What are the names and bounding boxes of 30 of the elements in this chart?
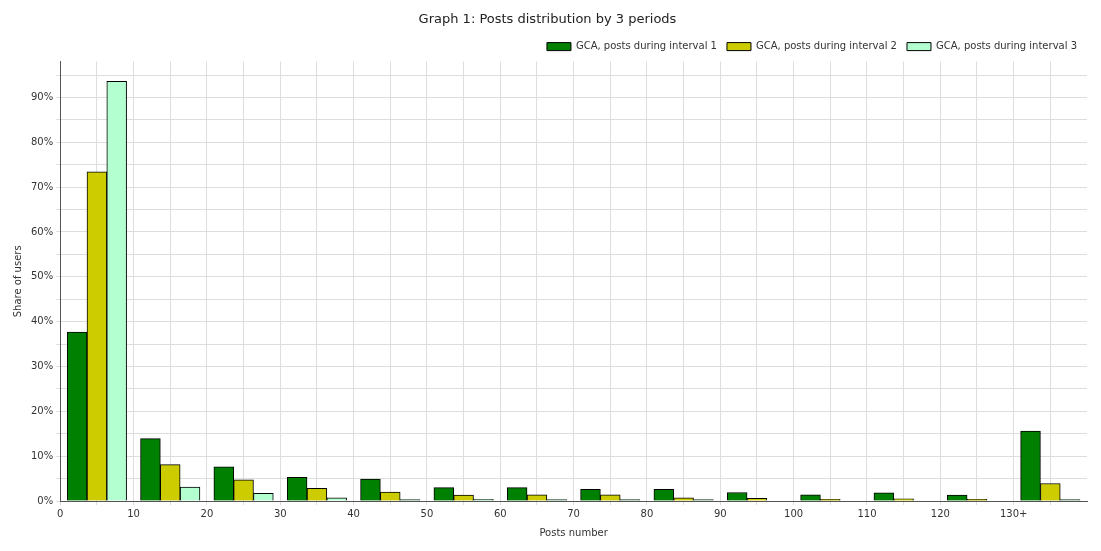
y-tick-label: 40% (30, 315, 54, 327)
legend-label: GCA, posts during interval 3 (935, 40, 1078, 52)
x-tick-label: 20 (200, 507, 214, 519)
legend-label: GCA, posts during interval 2 (755, 40, 897, 52)
x-tick-label: 130+ (999, 507, 1028, 519)
x-tick-label: 50 (420, 507, 434, 519)
x-tick-label: 40 (347, 507, 360, 519)
y-axis-title: Share of users (11, 245, 23, 318)
x-tick-label: 120 (930, 507, 950, 519)
y-tick-label: 90% (30, 91, 54, 103)
x-tick-label: 0 (57, 507, 64, 519)
x-tick-label: 100 (784, 507, 804, 519)
y-tick-label: 80% (30, 135, 54, 147)
legend-label: GCA, posts during interval 1 (575, 40, 717, 52)
x-axis-title: Posts number (539, 526, 609, 538)
y-tick-label: 20% (30, 404, 54, 416)
y-tick-label: 0% (37, 494, 54, 506)
x-tick-label: 90 (713, 507, 727, 519)
chart-title: Graph 1: Posts distribution by 3 periods (418, 11, 677, 27)
y-tick-label: 70% (30, 180, 54, 192)
x-tick-label: 110 (857, 507, 877, 519)
x-tick-label: 10 (127, 507, 140, 519)
x-tick-label: 60 (493, 507, 507, 519)
y-tick-label: 60% (30, 225, 54, 237)
y-tick-label: 10% (30, 449, 54, 461)
x-tick-label: 30 (273, 507, 287, 519)
y-tick-label: 50% (30, 270, 54, 282)
y-tick-label: 30% (30, 360, 54, 372)
x-tick-label: 80 (640, 507, 654, 519)
x-tick-label: 70 (567, 507, 580, 519)
